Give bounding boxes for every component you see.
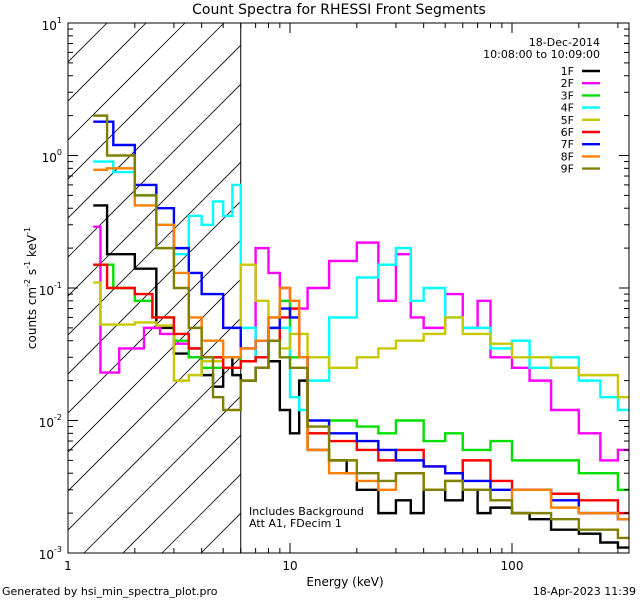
generation-timestamp: 18-Apr-2023 11:39	[533, 585, 636, 598]
annotation-background: Includes Background	[249, 505, 364, 518]
series-8F	[93, 167, 629, 521]
series-lines	[93, 114, 629, 549]
hatched-excluded-region	[68, 23, 242, 553]
axis-ticks	[67, 22, 629, 554]
hatch-line	[68, 317, 241, 492]
legend-label-4F: 4F	[561, 102, 574, 115]
y-tick-label-0.001: 10-3	[39, 545, 62, 562]
legend-label-5F: 5F	[561, 114, 574, 127]
x-tick-label-100: 100	[501, 559, 524, 573]
legend-label-8F: 8F	[561, 150, 574, 163]
series-4F	[93, 160, 629, 412]
hatch-line	[83, 395, 241, 553]
series-5F	[93, 263, 629, 399]
hatch-line	[68, 83, 241, 258]
y-tick-label-0.01: 10-2	[39, 413, 62, 430]
legend-label-9F: 9F	[561, 163, 574, 176]
y-axis-title: counts cm-2 s-1 keV-1	[23, 227, 39, 349]
series-9F	[93, 114, 629, 540]
observation-date: 18-Dec-2014	[529, 36, 600, 49]
hatch-line	[68, 44, 241, 219]
series-2F	[93, 225, 629, 462]
x-tick-label-10: 10	[282, 559, 297, 573]
legend-label-1F: 1F	[561, 65, 574, 78]
legend-label-6F: 6F	[561, 126, 574, 139]
x-tick-label-1: 1	[64, 559, 72, 573]
chart-title: Count Spectra for RHESSI Front Segments	[192, 2, 486, 18]
legend-label-3F: 3F	[561, 89, 574, 102]
hatch-line	[68, 239, 241, 414]
y-tick-label-0.1: 10-1	[39, 281, 62, 298]
legend-label-2F: 2F	[561, 77, 574, 90]
legend-label-7F: 7F	[561, 138, 574, 151]
hatch-line	[68, 23, 186, 141]
hatch-line	[68, 356, 241, 531]
y-tick-label-1: 100	[42, 148, 62, 165]
x-tick-labels: 1 10 100	[64, 559, 523, 573]
y-tick-label-10: 101	[42, 16, 62, 33]
x-axis-title: Energy (keV)	[306, 575, 383, 589]
generator-credit: Generated by hsi_min_spectra_plot.pro	[2, 585, 218, 598]
hatch-line	[68, 23, 225, 180]
observation-time-range: 10:08:00 to 10:09:00	[483, 48, 600, 61]
annotation-attenuator: Att A1, FDecim 1	[249, 517, 342, 530]
series-7F	[93, 120, 629, 521]
series-3F	[93, 263, 629, 491]
hatch-line	[68, 278, 241, 453]
hatch-line	[68, 200, 241, 375]
y-tick-labels: 101 100 10-1 10-2 10-3	[39, 16, 62, 562]
hatch-line	[122, 434, 241, 553]
